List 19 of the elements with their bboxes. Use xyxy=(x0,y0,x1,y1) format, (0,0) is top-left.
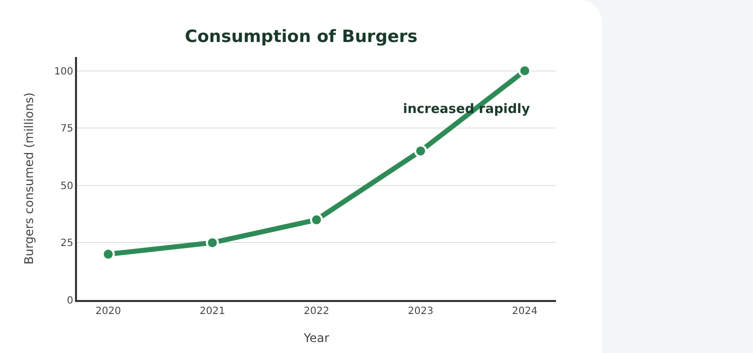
point xyxy=(102,248,115,261)
y-tick-label: 50 xyxy=(60,180,74,192)
y-axis-title: Burgers consumed (millions) xyxy=(22,92,36,265)
y-tick-label: 0 xyxy=(66,296,74,306)
point xyxy=(414,144,428,158)
x-tick-label: 2023 xyxy=(408,306,434,317)
chart-title: Consumption of Burgers xyxy=(184,26,418,47)
y-tick-label: 75 xyxy=(60,124,74,135)
x-axis-title: Year xyxy=(302,331,330,346)
annotation: increased rapidly xyxy=(403,102,531,117)
point xyxy=(206,236,219,250)
x-tick-label: 2021 xyxy=(200,306,226,317)
x-tick-label: 2020 xyxy=(96,306,121,317)
x-tick-label: 2024 xyxy=(512,306,538,317)
y-tick-label: 100 xyxy=(54,66,74,78)
y-tick-label: 25 xyxy=(60,238,74,250)
x-tick-label: 2022 xyxy=(304,306,330,317)
point xyxy=(518,64,532,78)
point xyxy=(310,213,323,226)
